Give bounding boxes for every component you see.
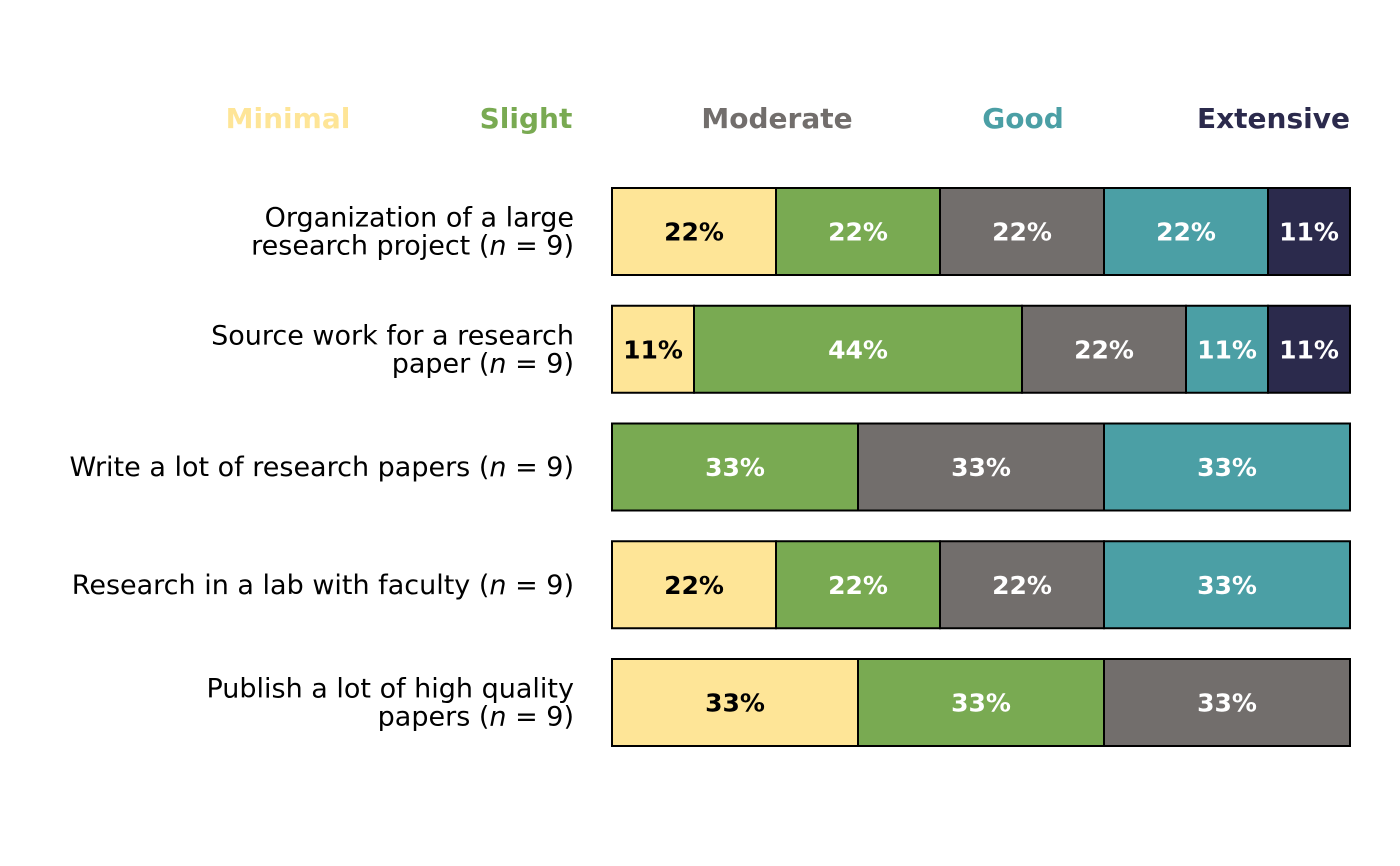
category-label-line: paper (n = 9) — [392, 348, 574, 379]
bar-value-label: 22% — [992, 571, 1052, 600]
category-label-line: Organization of a large — [265, 203, 574, 234]
bar-segment-slight — [857, 658, 1105, 747]
bar-value-label: 33% — [705, 453, 765, 482]
bar-value-label: 33% — [1197, 689, 1257, 718]
bar-value-label: 22% — [828, 571, 888, 600]
bar-segment-moderate — [1103, 658, 1351, 747]
bar-segment-minimal — [611, 304, 695, 394]
bar-value-label: 33% — [1197, 571, 1257, 600]
bar-segment-minimal — [611, 540, 777, 630]
bar-segment-moderate — [1021, 304, 1187, 394]
bar-segment-good — [1185, 304, 1269, 394]
bar-segment-moderate — [939, 540, 1105, 630]
bar-value-label: 22% — [664, 218, 724, 247]
bar-value-label: 11% — [623, 335, 683, 364]
legend-item-good: Good — [982, 102, 1064, 135]
bar-segment-slight — [693, 304, 1023, 394]
category-label-line: research project (n = 9) — [251, 231, 574, 262]
bars: 22% 22% 22% 22% 11% 11% 44% 22% 11% 11% 33% 33% 33% 2… — [611, 187, 1351, 747]
bar-segment-minimal — [611, 658, 859, 747]
bar-segment-slight — [775, 187, 941, 276]
bar-value-label: 44% — [828, 335, 888, 364]
category-label-line: Write a lot of research papers (n = 9) — [69, 452, 574, 483]
bar-value-label: 22% — [828, 218, 888, 247]
legend-item-moderate: Moderate — [701, 102, 852, 135]
legend-item-extensive: Extensive — [1197, 102, 1350, 135]
legend-item-minimal: Minimal — [226, 102, 351, 135]
category-label-line: Source work for a research — [211, 320, 574, 351]
bar-segment-good — [1103, 422, 1351, 512]
bar-value-label: 11% — [1197, 335, 1257, 364]
bar-segment-minimal — [611, 187, 777, 276]
category-label-line: Research in a lab with faculty (n = 9) — [72, 570, 574, 601]
bar-value-label: 11% — [1279, 218, 1339, 247]
bar-segment-moderate — [857, 422, 1105, 512]
bar-value-label: 22% — [992, 218, 1052, 247]
bar-value-label: 22% — [1156, 218, 1216, 247]
bar-value-label: 22% — [664, 571, 724, 600]
category-label-line: papers (n = 9) — [378, 702, 574, 733]
bar-value-label: 11% — [1279, 335, 1339, 364]
bar-segment-extensive — [1267, 187, 1351, 276]
bar-value-label: 33% — [951, 453, 1011, 482]
category-label-line: Publish a lot of high quality — [206, 674, 574, 705]
bar-value-label: 22% — [1074, 335, 1134, 364]
legend-item-slight: Slight — [480, 102, 573, 135]
bar-segment-good — [1103, 540, 1351, 630]
legend: Minimal Slight Moderate Good Extensive — [226, 102, 1350, 135]
bar-value-label: 33% — [1197, 453, 1257, 482]
bar-value-label: 33% — [951, 689, 1011, 718]
bar-value-label: 33% — [705, 689, 765, 718]
bar-segment-moderate — [939, 187, 1105, 276]
bar-segment-extensive — [1267, 304, 1351, 394]
